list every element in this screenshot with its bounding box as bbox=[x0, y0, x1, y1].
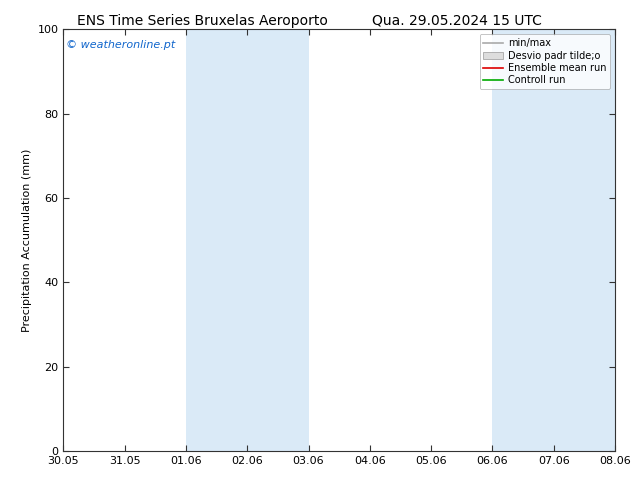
Text: © weatheronline.pt: © weatheronline.pt bbox=[66, 40, 176, 50]
Bar bbox=[186, 29, 309, 451]
Y-axis label: Precipitation Accumulation (mm): Precipitation Accumulation (mm) bbox=[22, 148, 32, 332]
Bar bbox=[493, 29, 615, 451]
Text: ENS Time Series Bruxelas Aeroporto: ENS Time Series Bruxelas Aeroporto bbox=[77, 14, 328, 28]
Legend: min/max, Desvio padr tilde;o, Ensemble mean run, Controll run: min/max, Desvio padr tilde;o, Ensemble m… bbox=[479, 34, 610, 89]
Text: Qua. 29.05.2024 15 UTC: Qua. 29.05.2024 15 UTC bbox=[372, 14, 541, 28]
